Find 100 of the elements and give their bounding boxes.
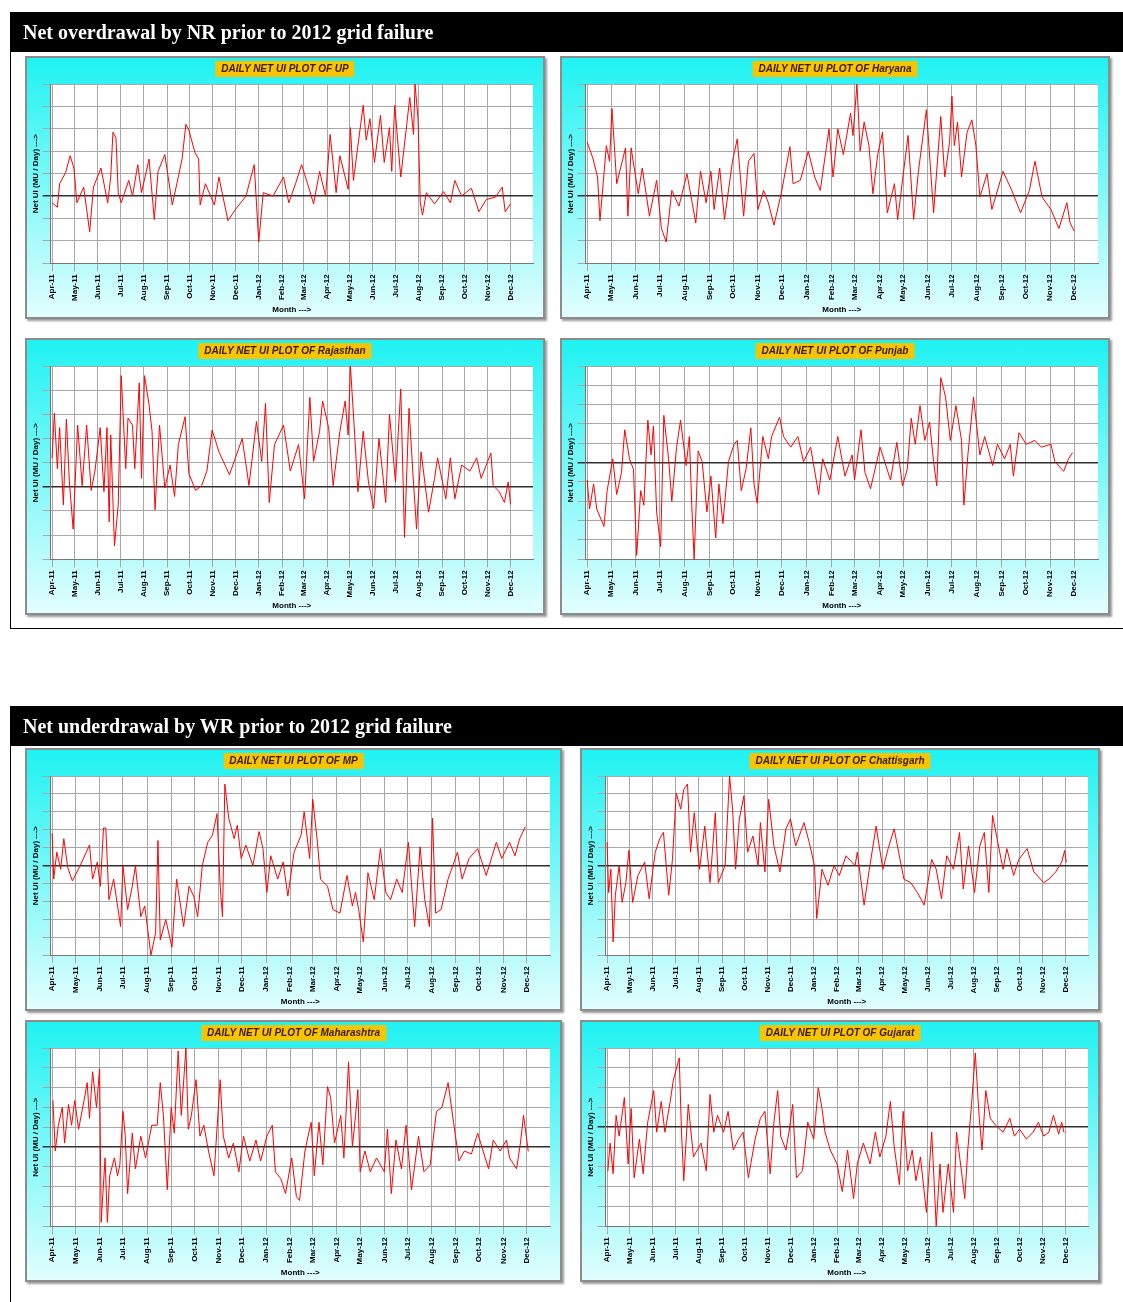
- x-tick-label: Jun-11: [631, 569, 641, 596]
- x-tick-label: Mar-12: [849, 273, 859, 301]
- x-tick-label: Apr-12: [332, 965, 342, 992]
- x-tick-label: Feb-12: [826, 273, 836, 301]
- x-tick-label: May-11: [624, 1236, 634, 1264]
- x-tick-label: Nov-12: [1045, 569, 1055, 597]
- x-tick-label: Sep-11: [166, 1236, 176, 1264]
- x-tick-label: Jan-12: [808, 1236, 818, 1263]
- x-tick-label: Jun-11: [648, 1236, 658, 1263]
- x-tick-label: May-12: [355, 1236, 365, 1265]
- chart-title: DAILY NET UI PLOT OF Chattisgarh: [749, 753, 931, 769]
- x-tick-label: Aug-12: [971, 273, 981, 302]
- x-tick-label: Apr-12: [877, 1236, 887, 1263]
- x-tick-label: Aug-11: [138, 273, 148, 301]
- chart-title: DAILY NET UI PLOT OF Punjab: [755, 343, 915, 359]
- x-tick-label: Dec-11: [785, 1236, 795, 1264]
- x-tick-label: Aug-12: [968, 965, 978, 994]
- x-tick-label: Sep-11: [166, 965, 176, 993]
- x-tick-label: Jul-12: [945, 965, 955, 990]
- x-tick-label: Aug-11: [142, 965, 152, 993]
- y-axis-title: Net UI (MU / Day) --->: [566, 133, 575, 214]
- x-tick-label: Nov-11: [763, 965, 773, 993]
- x-tick-label: Jul-12: [390, 273, 400, 298]
- x-tick-label: Oct-12: [459, 569, 469, 596]
- x-tick-label: Sep-11: [717, 1236, 727, 1264]
- x-tick-label: Oct-12: [474, 965, 484, 992]
- x-tick-label: Sep-11: [162, 273, 172, 301]
- x-tick-label: May-11: [69, 569, 79, 597]
- chart-title: DAILY NET UI PLOT OF UP: [215, 61, 355, 77]
- y-axis-title: Net UI (MU / Day) --->: [31, 825, 40, 906]
- x-tick-label: Apr-11: [47, 965, 57, 992]
- chart-title: DAILY NET UI PLOT OF MP: [223, 753, 364, 769]
- x-tick-label: Jul-11: [118, 1236, 128, 1260]
- y-axis-title: Net UI (MU / Day) --->: [566, 422, 575, 503]
- x-tick-label: Oct-12: [474, 1236, 484, 1263]
- x-tick-label: Sep-12: [992, 965, 1002, 993]
- x-tick-label: Feb-12: [285, 1236, 295, 1264]
- chart-title: DAILY NET UI PLOT OF Rajasthan: [198, 343, 372, 359]
- x-tick-label: Jul-11: [655, 273, 665, 297]
- x-tick-label: Jun-11: [93, 273, 103, 300]
- x-tick-label: Jan-12: [808, 965, 818, 992]
- x-tick-label: May-11: [70, 965, 80, 993]
- x-tick-label: Dec-11: [230, 569, 240, 597]
- x-tick-label: Dec-12: [505, 569, 515, 597]
- x-tick-label: Feb-12: [832, 1236, 842, 1264]
- x-tick-label: Mar-12: [307, 1236, 317, 1264]
- x-tick-label: Nov-11: [208, 569, 218, 597]
- x-tick-label: May-12: [898, 569, 908, 598]
- x-tick-label: Sep-11: [704, 273, 714, 301]
- x-tick-label: Mar-12: [307, 965, 317, 993]
- x-tick-label: Jun-12: [923, 569, 933, 597]
- x-tick-label: Nov-11: [753, 273, 763, 301]
- x-tick-label: Mar-12: [854, 1236, 864, 1264]
- x-tick-label: Oct-12: [459, 273, 469, 300]
- x-tick-label: Jul-12: [947, 273, 957, 298]
- x-tick-label: Apr-11: [582, 569, 592, 596]
- x-tick-label: Jun-12: [368, 569, 378, 597]
- chart-title: DAILY NET UI PLOT OF Gujarat: [759, 1025, 921, 1041]
- x-tick-label: Nov-12: [1045, 273, 1055, 301]
- x-tick-label: Dec-11: [785, 965, 795, 993]
- x-tick-label: Oct-11: [184, 273, 194, 299]
- x-tick-label: Apr-11: [602, 1236, 612, 1263]
- x-tick-label: Aug-12: [968, 1236, 978, 1265]
- x-tick-label: May-11: [69, 273, 79, 301]
- x-tick-label: Dec-11: [237, 965, 247, 993]
- x-tick-label: May-11: [624, 965, 634, 993]
- x-tick-label: Oct-12: [1014, 1236, 1024, 1263]
- x-tick-label: Jun-11: [94, 965, 104, 992]
- x-tick-label: Apr-11: [602, 965, 612, 992]
- x-tick-label: Sep-11: [717, 965, 727, 993]
- x-tick-label: Jan-12: [801, 273, 811, 300]
- x-tick-label: Jun-11: [631, 273, 641, 300]
- x-tick-label: Dec-12: [1060, 965, 1070, 993]
- x-tick-label: Apr-11: [47, 1236, 57, 1263]
- x-axis-title: Month --->: [272, 601, 312, 611]
- x-axis-title: Month --->: [272, 305, 312, 315]
- x-tick-label: Sep-12: [451, 1236, 461, 1264]
- x-tick-label: Mar-12: [854, 965, 864, 993]
- x-tick-label: Jul-11: [118, 965, 128, 989]
- x-tick-label: Oct-12: [1014, 965, 1024, 992]
- x-tick-label: Oct-11: [184, 569, 194, 595]
- x-tick-label: Sep-12: [996, 273, 1006, 301]
- y-axis-title: Net UI (MU / Day) --->: [586, 825, 595, 906]
- x-axis-title: Month --->: [280, 1268, 321, 1278]
- x-tick-label: Apr-12: [322, 569, 332, 596]
- x-tick-label: Jun-12: [368, 273, 378, 301]
- x-tick-label: Jul-12: [402, 965, 412, 990]
- x-tick-label: Nov-12: [498, 965, 508, 993]
- x-tick-label: Nov-12: [498, 1236, 508, 1264]
- x-tick-label: Sep-11: [162, 569, 172, 597]
- chart-title: DAILY NET UI PLOT OF Haryana: [752, 61, 918, 77]
- x-tick-label: Oct-11: [728, 273, 738, 299]
- x-axis-title: Month --->: [822, 305, 862, 315]
- x-tick-label: May-12: [899, 1236, 909, 1265]
- x-tick-label: Sep-12: [996, 569, 1006, 597]
- x-tick-label: Apr-11: [47, 273, 57, 300]
- x-tick-label: Jan-12: [261, 965, 271, 992]
- x-tick-label: Sep-12: [451, 965, 461, 993]
- text: Net underdrawal by WR prior to 2012 grid failure: [10, 706, 1123, 746]
- y-axis-title: Net UI (MU / Day) --->: [31, 133, 40, 214]
